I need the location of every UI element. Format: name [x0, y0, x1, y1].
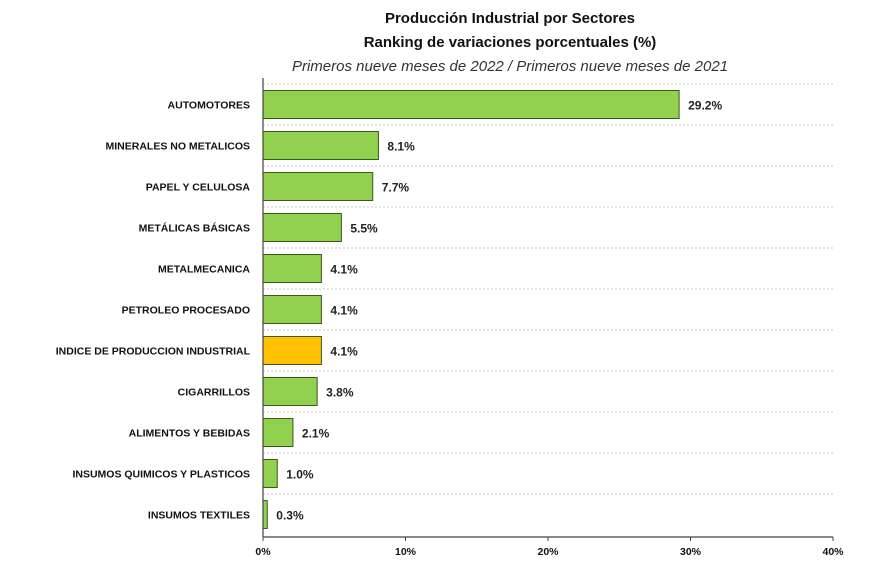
bar [262, 213, 342, 242]
category-label: CIGARRILLOS [178, 387, 250, 399]
bar [262, 90, 680, 119]
x-tick-label: 10% [395, 546, 417, 558]
bar [262, 377, 318, 406]
bar [262, 418, 294, 447]
x-tick-label: 40% [822, 546, 844, 558]
bar [262, 459, 278, 488]
category-label: ALIMENTOS Y BEBIDAS [129, 428, 250, 440]
chart-subtitle: Ranking de variaciones porcentuales (%) [363, 34, 657, 51]
bar [262, 336, 322, 365]
chart-title: Producción Industrial por Sectores [384, 10, 636, 27]
category-label: METALMECANICA [158, 264, 250, 276]
value-label: 4.1% [330, 345, 358, 359]
category-label: INSUMOS TEXTILES [148, 510, 250, 522]
category-label: AUTOMOTORES [168, 100, 250, 112]
value-label: 2.1% [302, 427, 330, 441]
x-tick-label: 30% [680, 546, 702, 558]
x-tick-label: 20% [537, 546, 559, 558]
value-label: 8.1% [387, 140, 415, 154]
category-label: METÁLICAS BÁSICAS [139, 222, 250, 235]
bar [262, 295, 322, 324]
category-label: PETROLEO PROCESADO [122, 305, 250, 317]
chart-note: Primeros nueve meses de 2022 / Primeros … [291, 58, 729, 75]
value-label: 1.0% [286, 468, 314, 482]
bar [262, 172, 374, 201]
value-label: 29.2% [688, 99, 722, 113]
value-label: 7.7% [382, 181, 410, 195]
bar [262, 131, 379, 160]
x-tick-label: 0% [255, 546, 271, 558]
category-label: INSUMOS QUIMICOS Y PLASTICOS [72, 469, 250, 481]
category-label: PAPEL Y CELULOSA [146, 182, 251, 194]
category-label: INDICE DE PRODUCCION INDUSTRIAL [56, 346, 251, 358]
value-label: 5.5% [350, 222, 378, 236]
category-label: MINERALES NO METALICOS [106, 141, 250, 153]
value-label: 3.8% [326, 386, 354, 400]
value-label: 4.1% [330, 263, 358, 277]
bar [262, 254, 322, 283]
bar [262, 500, 268, 529]
value-label: 4.1% [330, 304, 358, 318]
value-label: 0.3% [276, 509, 304, 523]
